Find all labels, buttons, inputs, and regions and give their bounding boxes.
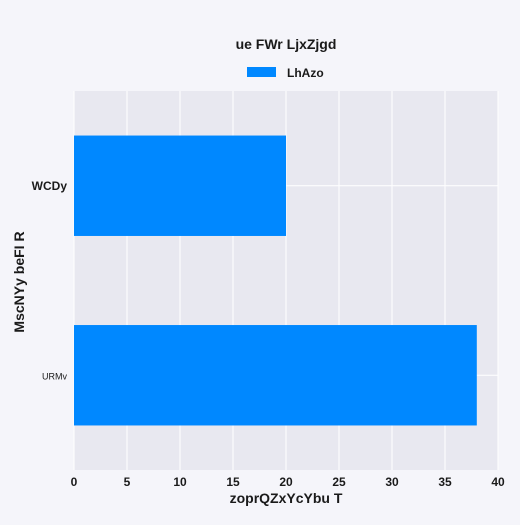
x-axis-label: zoprQZxYcYbu T bbox=[230, 490, 343, 506]
x-tick-label: 40 bbox=[491, 475, 505, 489]
x-tick-label: 30 bbox=[385, 475, 399, 489]
y-axis-categories: WCDy URMv bbox=[32, 179, 68, 382]
legend: LhAzo bbox=[247, 66, 324, 80]
x-tick-label: 10 bbox=[173, 475, 187, 489]
x-tick-label: 15 bbox=[226, 475, 240, 489]
x-tick-label: 25 bbox=[332, 475, 346, 489]
x-tick-label: 35 bbox=[438, 475, 452, 489]
bars bbox=[74, 135, 477, 426]
legend-swatch bbox=[247, 67, 276, 77]
y-axis-label: MscNYy beFI R bbox=[11, 231, 27, 332]
x-tick-label: 20 bbox=[279, 475, 293, 489]
x-tick-label: 0 bbox=[71, 475, 78, 489]
y-category-label: URMv bbox=[42, 371, 67, 381]
bar-wcdy bbox=[74, 135, 286, 236]
legend-label: LhAzo bbox=[287, 66, 324, 80]
bar-urmv bbox=[74, 325, 477, 426]
y-category-label: WCDy bbox=[32, 179, 68, 193]
x-tick-label: 5 bbox=[124, 475, 131, 489]
chart-title: ue FWr LjxZjgd bbox=[236, 36, 337, 52]
x-axis-ticks: 0 5 10 15 20 25 30 35 40 bbox=[71, 475, 505, 489]
